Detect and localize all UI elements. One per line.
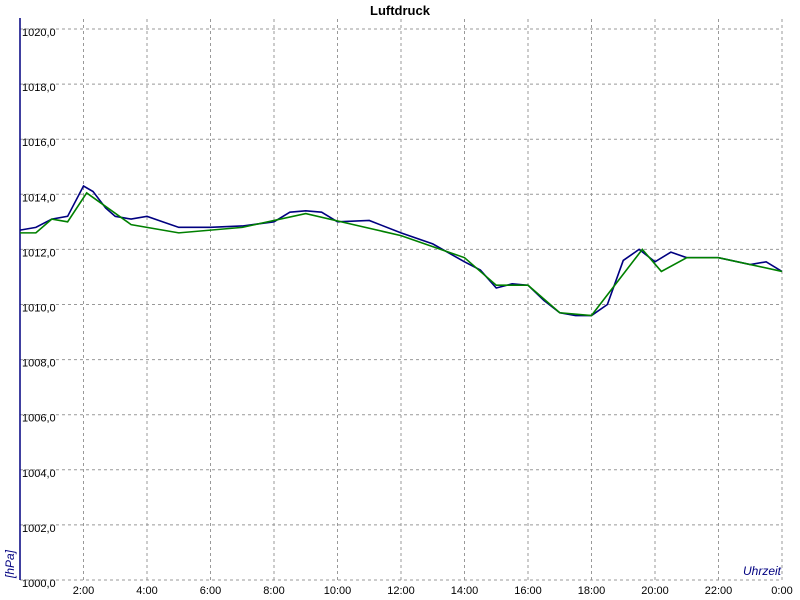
y-tick-label: 1008,0 [22,358,56,370]
y-tick-label: 1002,0 [22,523,56,535]
y-tick-label: 1018,0 [22,82,56,94]
data-line [19,184,783,317]
x-tick-label: 20:00 [641,585,669,597]
x-axis-label: Uhrzeit [743,564,782,578]
x-tick-label: 0:00 [771,585,792,597]
x-tick-label: 14:00 [451,585,479,597]
y-tick-label: 1012,0 [22,247,56,259]
x-tick-label: 4:00 [136,585,157,597]
y-tick-label: 1016,0 [22,137,56,149]
y-tick-label: 1004,0 [22,468,56,480]
chart-title: Luftdruck [370,3,431,18]
data-line [20,191,783,317]
x-tick-label: 22:00 [705,585,733,597]
x-tick-label: 6:00 [200,585,221,597]
x-tick-label: 8:00 [263,585,284,597]
x-tick-label: 10:00 [324,585,352,597]
y-tick-label: 1010,0 [22,303,56,315]
y-tick-label: 1006,0 [22,413,56,425]
x-tick-label: 16:00 [514,585,542,597]
y-tick-label: 1020,0 [22,27,56,39]
y-axis-label: [hPa] [3,549,17,579]
x-tick-label: 2:00 [73,585,94,597]
x-tick-label: 18:00 [578,585,606,597]
x-tick-label: 12:00 [387,585,415,597]
y-tick-label: 1014,0 [22,192,56,204]
y-tick-label: 1000,0 [22,578,56,590]
